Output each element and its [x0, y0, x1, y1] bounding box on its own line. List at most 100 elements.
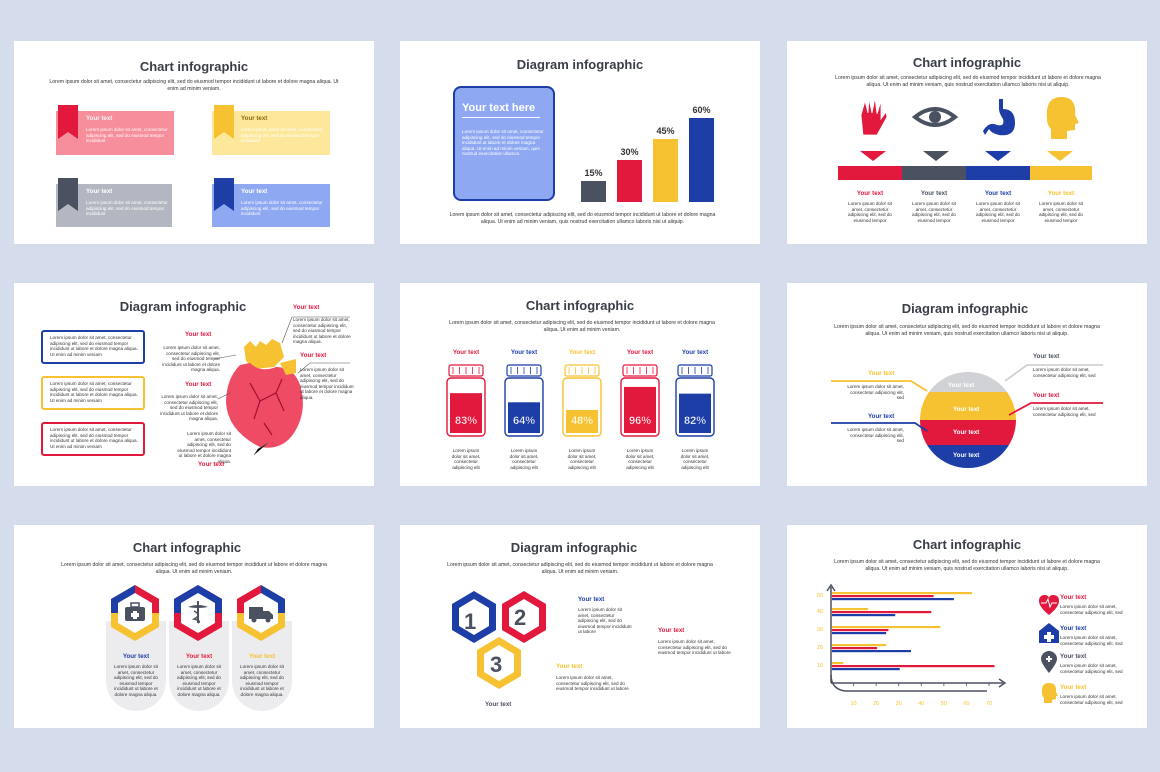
bottle-caption: Lorem ipsum dolor sit amet, consectetur … [509, 448, 539, 470]
slide-title: Chart infographic [132, 540, 242, 555]
head-icon [1041, 683, 1058, 703]
bar-value-label: 30% [620, 147, 638, 157]
ribbon-yellow-icon [214, 105, 234, 139]
bottle-chart: 83% 64% 48% 96% 82% [446, 364, 715, 437]
layer-label: Your text [948, 382, 975, 389]
intro-text: Lorem ipsum dolor sit amet, consectetur … [61, 562, 327, 575]
x-tick-label: 70 [986, 701, 992, 707]
callout: Lorem ipsum dolor sit amet, consectetur … [293, 317, 351, 345]
slide-title: Chart infographic [912, 55, 1022, 70]
numbered-hexagons [452, 591, 546, 689]
slide-8[interactable]: Diagram infographic Lorem ipsum dolor si… [400, 525, 760, 728]
legend-label: Your text [1060, 594, 1087, 601]
legend-label: Your text [1060, 625, 1087, 632]
legend-icons [1039, 595, 1059, 703]
y-tick-label: 30 [817, 627, 823, 633]
card-title: Your text here [462, 102, 536, 114]
strip-yellow [1030, 166, 1092, 180]
slide-title: Diagram infographic [510, 540, 638, 555]
box-body: Lorem ipsum dolor sit amet, consectetur … [86, 127, 168, 144]
y-tick-label: 50 [817, 593, 823, 599]
x-tick-label: 50 [941, 701, 947, 707]
x-tick-label: 40 [918, 701, 924, 707]
intro-text: Lorem ipsum dolor sit amet, consectetur … [834, 324, 1100, 337]
bottle-caption: Lorem ipsum dolor sit amet, consectetur … [451, 448, 481, 470]
x-tick-label: 20 [873, 701, 879, 707]
bar-chart: 15% 30% 45% 60% [581, 105, 714, 202]
label: Your text [248, 653, 276, 660]
pointer-yellow [1047, 151, 1073, 161]
body: Lorem ipsum dolor sit amet, consectetur … [1033, 406, 1096, 417]
slide-2[interactable]: Diagram infographic Your text here Lorem… [400, 41, 760, 244]
y-axis-arrow [826, 583, 836, 592]
body: Lorem ipsum dolor sit amet, consectetur … [1033, 367, 1096, 378]
text-box-yellow [41, 376, 145, 410]
callout: Lorem ipsum dolor sit amet, consectetur … [177, 431, 231, 464]
label: Your text [300, 352, 327, 359]
number-2: 2 [514, 605, 527, 630]
card-body: Lorem ipsum dolor sit amet, consectetur … [462, 129, 544, 157]
text-box-blue [41, 330, 145, 364]
footer-text: Lorem ipsum dolor sit amet, consectetur … [449, 212, 716, 225]
item-body: Lorem ipsum dolor sit amet, consectetur … [976, 201, 1020, 223]
bar [832, 595, 934, 598]
bottle-value-label: 64% [513, 415, 535, 427]
label: Your text [626, 349, 654, 356]
bar [832, 598, 954, 601]
legend-body: Lorem ipsum dolor sit amet, consectetur … [1060, 663, 1123, 674]
label: Your text [122, 653, 150, 660]
strip-blue [966, 166, 1030, 180]
x-tick-label: 30 [896, 701, 902, 707]
caduceus-icon [188, 601, 208, 624]
slide-6[interactable]: Diagram infographic Lorem ipsum dolor si… [787, 283, 1147, 486]
x-tick-label: 10 [851, 701, 857, 707]
location-pin-icon [1041, 651, 1057, 673]
slide-title: Diagram infographic [901, 301, 1029, 316]
head-icon [1046, 97, 1079, 139]
body: Lorem ipsum dolor sit amet, consectetur … [556, 675, 629, 692]
bottle-value-label: 48% [571, 415, 593, 427]
slide-7[interactable]: Chart infographic Lorem ipsum dolor sit … [14, 525, 374, 728]
slide-1[interactable]: Chart infographic Lorem ipsum dolor sit … [14, 41, 374, 244]
pointer-blue [985, 151, 1011, 161]
x-axis-arrow [998, 678, 1007, 688]
label: Your text [578, 596, 605, 603]
slide-3[interactable]: Chart infographic Lorem ipsum dolor sit … [787, 41, 1147, 244]
card-divider [462, 117, 540, 118]
number-3: 3 [490, 652, 503, 677]
ribbon-icons [58, 105, 234, 211]
body: Lorem ipsum dolor sit amet, consectetur … [114, 664, 158, 697]
bar [832, 650, 911, 653]
label: Your text [556, 663, 583, 670]
label: Your text [452, 349, 480, 356]
bar [689, 118, 714, 202]
bar [832, 592, 972, 595]
heart-icon [226, 339, 303, 448]
bar [832, 644, 887, 647]
text-card [453, 86, 555, 201]
bar [832, 608, 869, 611]
label: Your text [658, 627, 685, 634]
bar [832, 668, 900, 671]
box-body: Lorem ipsum dolor sit amet, consectetur … [241, 127, 323, 144]
bottle-fill [566, 409, 598, 433]
item-label: Your text [856, 190, 884, 197]
bottle-caption: Lorem ipsum dolor sit amet, consectetur … [680, 448, 710, 470]
bar [832, 632, 887, 635]
stomach-icon [983, 99, 1015, 136]
bar [832, 662, 844, 665]
box-body: Lorem ipsum dolor sit amet, consectetur … [50, 381, 138, 403]
slide-9[interactable]: Chart infographic Lorem ipsum dolor sit … [787, 525, 1147, 728]
bar [832, 614, 896, 617]
slide-title: Chart infographic [525, 298, 635, 313]
slide-4[interactable]: Diagram infographic Lorem ipsum dolor si… [14, 283, 374, 486]
bar [617, 160, 642, 202]
bottle-caption: Lorem ipsum dolor sit amet, consectetur … [567, 448, 597, 470]
legend-body: Lorem ipsum dolor sit amet, consectetur … [1060, 604, 1123, 615]
bar-value-label: 45% [656, 126, 674, 136]
horizontal-bar-chart: 10 20 30 40 50 60 70 10 20 30 40 50 [817, 583, 1007, 707]
bar [653, 139, 678, 202]
slide-5[interactable]: Chart infographic Lorem ipsum dolor sit … [400, 283, 760, 486]
box-heading: Your text [86, 115, 113, 122]
x-tick-label: 60 [963, 701, 969, 707]
